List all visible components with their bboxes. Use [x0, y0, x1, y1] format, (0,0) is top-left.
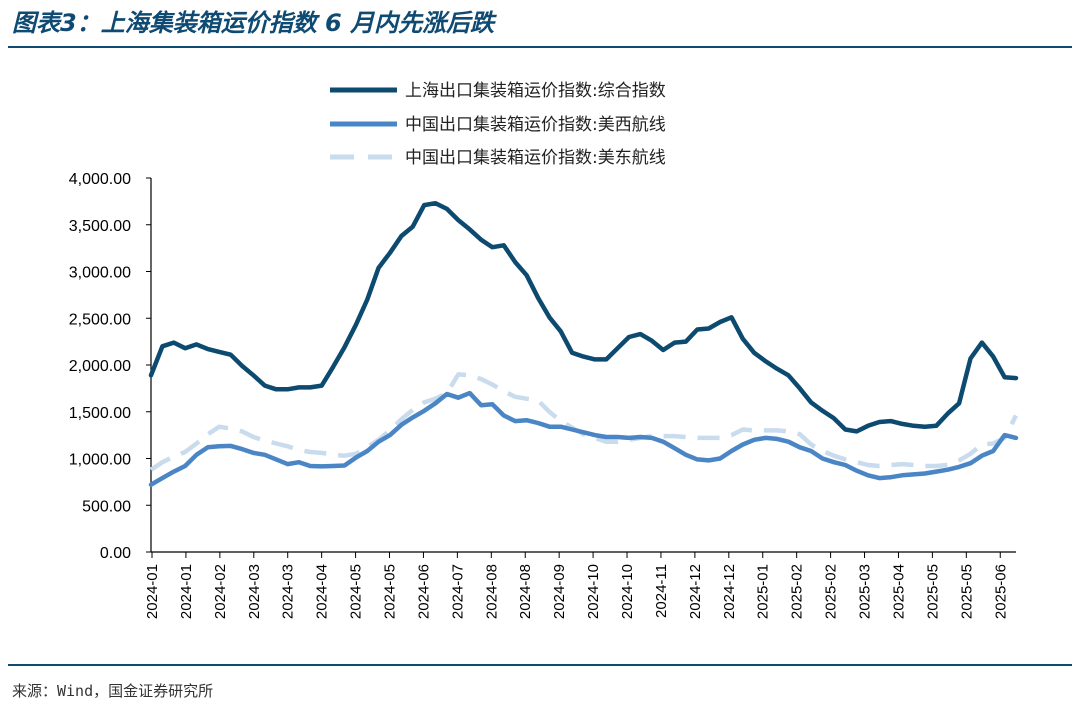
x-tick-label: 2025-02 — [823, 564, 840, 619]
x-tick-label: 2025-01 — [755, 564, 772, 619]
y-tick-label: 2,000.00 — [69, 358, 131, 375]
x-tick-label: 2024-05 — [382, 564, 399, 619]
x-tick-label: 2024-06 — [415, 564, 432, 619]
x-tick-label: 2024-11 — [653, 564, 670, 618]
source-note: 来源：Wind，国金证券研究所 — [12, 682, 214, 700]
footer-rule — [8, 664, 1072, 666]
x-tick-label: 2024-01 — [178, 564, 195, 619]
x-tick-label: 2025-03 — [857, 564, 874, 619]
line-chart: 0.00 500.00 1,000.00 1,500.00 2,000.00 2,500.… — [69, 81, 1019, 619]
y-tick-label: 2,500.00 — [69, 311, 131, 328]
y-tick-label: 4,000.00 — [69, 171, 131, 188]
x-tick-label: 2024-07 — [449, 564, 466, 619]
x-tick-label: 2024-05 — [348, 564, 365, 619]
x-tick-label: 2024-08 — [517, 564, 534, 619]
y-tick-label: 3,000.00 — [69, 265, 131, 282]
x-tick-label: 2024-04 — [314, 564, 331, 619]
y-tick-label: 1,000.00 — [69, 452, 131, 469]
x-tick-label: 2025-04 — [890, 564, 907, 619]
legend-label-1: 上海出口集装箱运价指数:综合指数 — [405, 81, 666, 101]
y-tick-label: 0.00 — [100, 545, 131, 562]
x-tick-label: 2024-12 — [687, 564, 704, 619]
x-tick-label: 2024-12 — [721, 564, 738, 619]
x-tick-label: 2025-06 — [992, 564, 1009, 619]
series-line-2 — [148, 390, 1019, 487]
x-tick-label: 2024-01 — [144, 564, 161, 619]
x-tick-label: 2025-02 — [789, 564, 806, 619]
series-line-1 — [148, 200, 1019, 434]
legend-label-3: 中国出口集装箱运价指数:美东航线 — [405, 148, 666, 168]
x-tick-label: 2024-02 — [212, 564, 229, 619]
x-tick-label: 2025-05 — [958, 564, 975, 619]
y-tick-label: 3,500.00 — [69, 218, 131, 235]
x-tick-label: 2024-09 — [551, 564, 568, 619]
x-tick-label: 2024-03 — [246, 564, 263, 619]
y-tick-label: 1,500.00 — [69, 405, 131, 422]
x-tick-label: 2024-03 — [280, 564, 297, 619]
x-tick-label: 2024-10 — [585, 564, 602, 619]
chart-title: 图表3：上海集装箱运价指数 6 月内先涨后跌 — [12, 9, 495, 37]
x-tick-label: 2024-10 — [619, 564, 636, 619]
legend-label-2: 中国出口集装箱运价指数:美西航线 — [405, 115, 666, 135]
title-rule — [8, 46, 1072, 48]
x-tick-label: 2025-05 — [924, 564, 941, 619]
x-tick-label: 2024-08 — [483, 564, 500, 619]
y-tick-label: 500.00 — [82, 498, 131, 515]
